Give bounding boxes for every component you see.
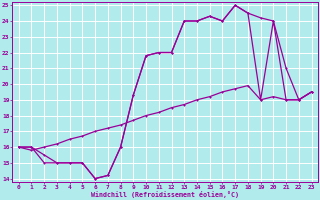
X-axis label: Windchill (Refroidissement éolien,°C): Windchill (Refroidissement éolien,°C): [91, 191, 239, 198]
